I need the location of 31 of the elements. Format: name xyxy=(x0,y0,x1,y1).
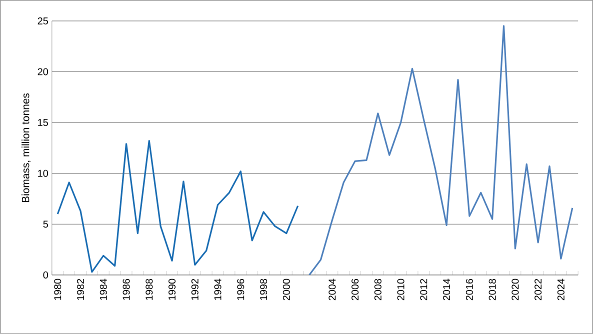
x-tick-label: 1988 xyxy=(146,278,153,300)
y-axis-title: Biomass, million tonnes xyxy=(22,93,30,202)
x-tick-label: 1992 xyxy=(191,279,198,300)
x-tick-label: 2000 xyxy=(282,278,290,300)
line-series xyxy=(308,25,574,276)
line-series xyxy=(56,140,299,273)
x-tick-label: 2008 xyxy=(374,278,382,300)
y-tick-label: 15 xyxy=(38,119,48,126)
x-tick-label: 2024 xyxy=(557,278,564,300)
x-tick-label: 1994 xyxy=(214,278,222,300)
x-tick-label: 2014 xyxy=(443,278,450,300)
y-tick-label: 5 xyxy=(43,220,48,228)
x-tick-label: 1986 xyxy=(122,278,130,300)
x-tick-label: 1984 xyxy=(100,278,107,300)
x-tick-label: 2018 xyxy=(488,278,496,300)
x-tick-label: 1998 xyxy=(260,278,268,300)
x-tick-label: 2020 xyxy=(512,278,519,300)
y-tick-label: 20 xyxy=(38,68,48,76)
x-tick-label: 2004 xyxy=(328,278,336,300)
x-tick-label: 1982 xyxy=(77,279,84,300)
x-tick-label: 2012 xyxy=(420,279,428,300)
x-tick-label: 2022 xyxy=(534,279,542,300)
y-tick-label: 25 xyxy=(38,17,48,24)
x-tick-label: 2016 xyxy=(466,278,473,300)
x-tick-label: 2006 xyxy=(352,278,359,300)
x-tick-label: 1980 xyxy=(54,278,62,300)
x-tick-label: 1996 xyxy=(237,278,244,300)
y-tick-label: 10 xyxy=(38,170,48,177)
x-tick-label: 2010 xyxy=(397,278,404,300)
x-tick-label: 1990 xyxy=(168,278,176,300)
y-tick-label: 0 xyxy=(43,272,48,279)
